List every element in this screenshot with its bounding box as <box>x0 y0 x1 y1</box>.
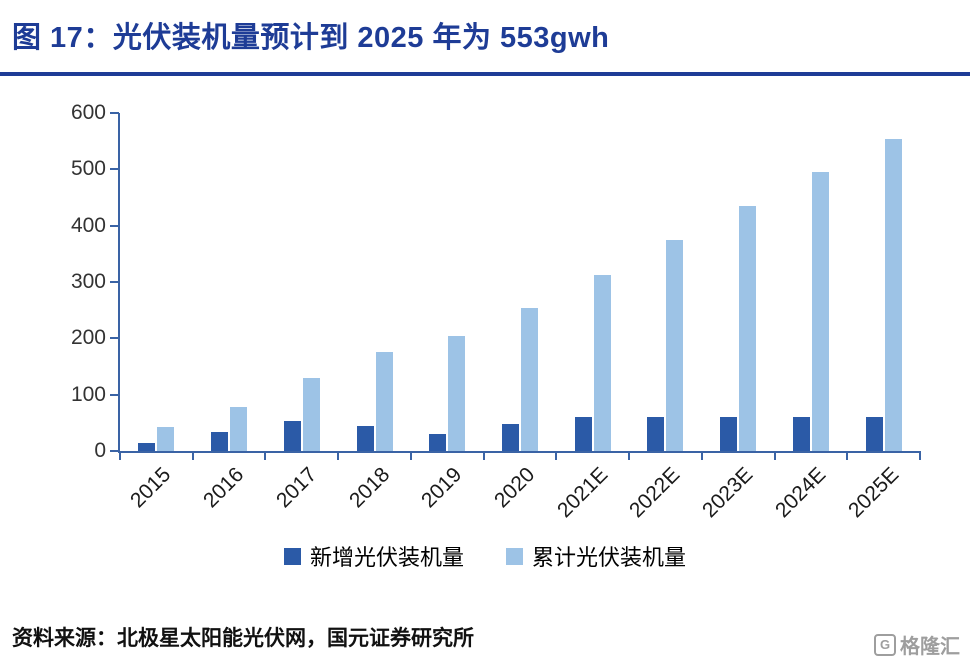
x-axis-tick-mark <box>628 451 631 460</box>
x-axis-tick-mark <box>264 451 267 460</box>
x-axis-tick-mark <box>700 451 703 460</box>
legend-swatch <box>506 547 523 565</box>
x-axis-label: 2019 <box>417 463 467 513</box>
bar <box>720 417 738 451</box>
bar <box>865 417 883 451</box>
page-title: 图 17：光伏装机量预计到 2025 年为 553gwh <box>12 22 610 54</box>
gelonghui-logo-icon: G <box>874 633 896 656</box>
watermark-brand: 格隆汇 <box>900 636 960 658</box>
watermark-logo: G 格隆汇 <box>874 630 960 659</box>
bar <box>375 351 393 451</box>
x-axis-label: 2016 <box>199 463 249 513</box>
x-axis-label: 2022E <box>625 463 685 523</box>
legend-item: 累计光伏装机量 <box>506 540 686 572</box>
x-axis-label: 2015 <box>126 463 176 513</box>
x-axis-label: 2023E <box>698 463 758 523</box>
bar <box>502 423 519 451</box>
bar <box>647 417 665 451</box>
bar <box>521 308 538 451</box>
x-axis-tick-mark <box>555 451 558 460</box>
y-axis-tick-label: 0 <box>94 439 106 462</box>
bar <box>230 407 248 451</box>
x-axis-label: 2018 <box>344 463 394 513</box>
x-axis-tick-mark <box>191 451 194 460</box>
x-axis-label: 2020 <box>489 463 540 513</box>
x-axis-tick-mark <box>119 451 121 460</box>
y-axis-tick-mark <box>110 393 119 396</box>
x-axis-tick-mark <box>482 451 485 460</box>
x-axis-labels: 2015 2016 2017 2018 2019 2020 2021E 2022E 2023E 2… <box>118 455 918 540</box>
y-axis-tick-mark <box>110 337 119 340</box>
x-axis-label: 2024E <box>770 463 831 523</box>
bar <box>429 434 447 451</box>
bar <box>593 274 611 451</box>
y-axis-tick-label: 100 <box>70 382 106 406</box>
x-axis-label: 2021E <box>552 463 612 523</box>
legend-label: 累计光伏装机量 <box>532 545 687 570</box>
bar <box>356 426 374 451</box>
y-axis: 0 100 200 300 400 500 600 <box>4 101 106 462</box>
title-divider <box>0 72 970 76</box>
y-axis-tick-label: 400 <box>70 213 106 237</box>
bar <box>157 426 175 451</box>
x-axis-label: 2017 <box>271 463 322 513</box>
y-axis-tick-label: 500 <box>70 157 106 181</box>
bar <box>792 417 810 451</box>
x-axis-tick-mark <box>846 451 849 460</box>
x-axis-tick-mark <box>919 451 921 460</box>
plot-area <box>110 112 921 460</box>
y-axis-tick-mark <box>110 168 119 171</box>
y-axis-tick-label: 600 <box>70 101 106 124</box>
x-axis-tick-mark <box>773 451 776 460</box>
bar <box>574 417 592 451</box>
bar <box>666 239 684 451</box>
legend-label: 新增光伏装机量 <box>309 545 464 570</box>
bar <box>302 377 320 451</box>
y-axis-tick-label: 300 <box>70 270 106 293</box>
legend-item: 新增光伏装机量 <box>283 540 464 572</box>
y-axis-tick-mark <box>110 112 119 114</box>
bar <box>138 442 156 451</box>
bar <box>211 431 229 451</box>
bar <box>884 139 902 451</box>
source-text: 资料来源：北极星太阳能光伏网，国元证券研究所 <box>12 626 474 650</box>
bar <box>448 335 466 451</box>
y-axis-tick-mark <box>110 281 119 283</box>
y-axis-tick-label: 200 <box>70 326 106 350</box>
bar <box>811 172 829 451</box>
legend: 新增光伏装机量 累计光伏装机量 <box>0 540 970 572</box>
x-axis-label: 2025E <box>843 463 903 523</box>
legend-swatch <box>283 547 301 565</box>
bar <box>739 205 757 451</box>
x-axis-tick-mark <box>409 451 412 460</box>
y-axis-tick-mark <box>110 224 119 227</box>
y-axis-tick-mark <box>110 450 119 452</box>
x-axis-tick-mark <box>337 451 340 460</box>
bar <box>283 421 301 451</box>
